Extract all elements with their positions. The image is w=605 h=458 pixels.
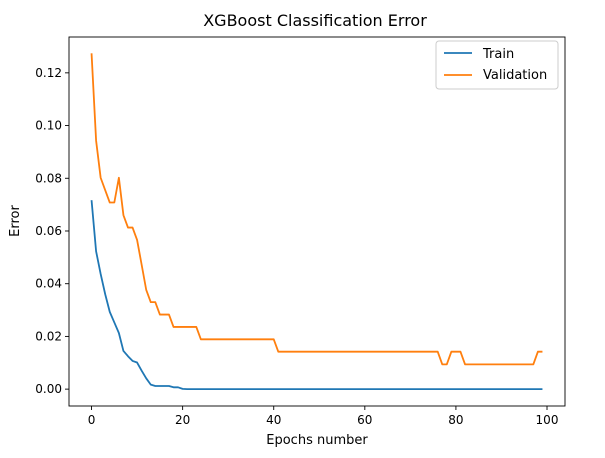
legend-label-validation: Validation [483, 68, 547, 83]
plot-area-frame [68, 36, 566, 407]
series-line-validation [90, 53, 543, 366]
x-tick-label: 40 [266, 413, 281, 427]
legend: Train Validation [435, 40, 559, 90]
y-tick-label: 0.08 [35, 171, 62, 185]
x-tick-label: 80 [448, 413, 463, 427]
y-tick-label: 0.10 [35, 119, 62, 133]
x-tick-label: 60 [357, 413, 372, 427]
chart-title: XGBoost Classification Error [203, 11, 427, 30]
y-tick-label: 0.04 [35, 277, 62, 291]
y-axis-ticks: 0.00 0.02 0.04 0.06 0.08 0.10 0.12 [35, 66, 69, 396]
x-tick-label: 100 [536, 413, 559, 427]
x-tick-label: 0 [88, 413, 96, 427]
legend-label-train: Train [482, 47, 514, 62]
series-line-train [90, 200, 543, 391]
y-tick-label: 0.12 [35, 66, 62, 80]
y-tick-label: 0.02 [35, 329, 62, 343]
y-tick-label: 0.00 [35, 382, 62, 396]
y-axis-label: Error [8, 205, 23, 237]
y-tick-label: 0.06 [35, 224, 62, 238]
x-axis-ticks: 0 20 40 60 80 100 [88, 406, 559, 427]
series-layer [90, 53, 543, 391]
x-tick-label: 20 [175, 413, 190, 427]
x-axis-label: Epochs number [266, 433, 368, 448]
